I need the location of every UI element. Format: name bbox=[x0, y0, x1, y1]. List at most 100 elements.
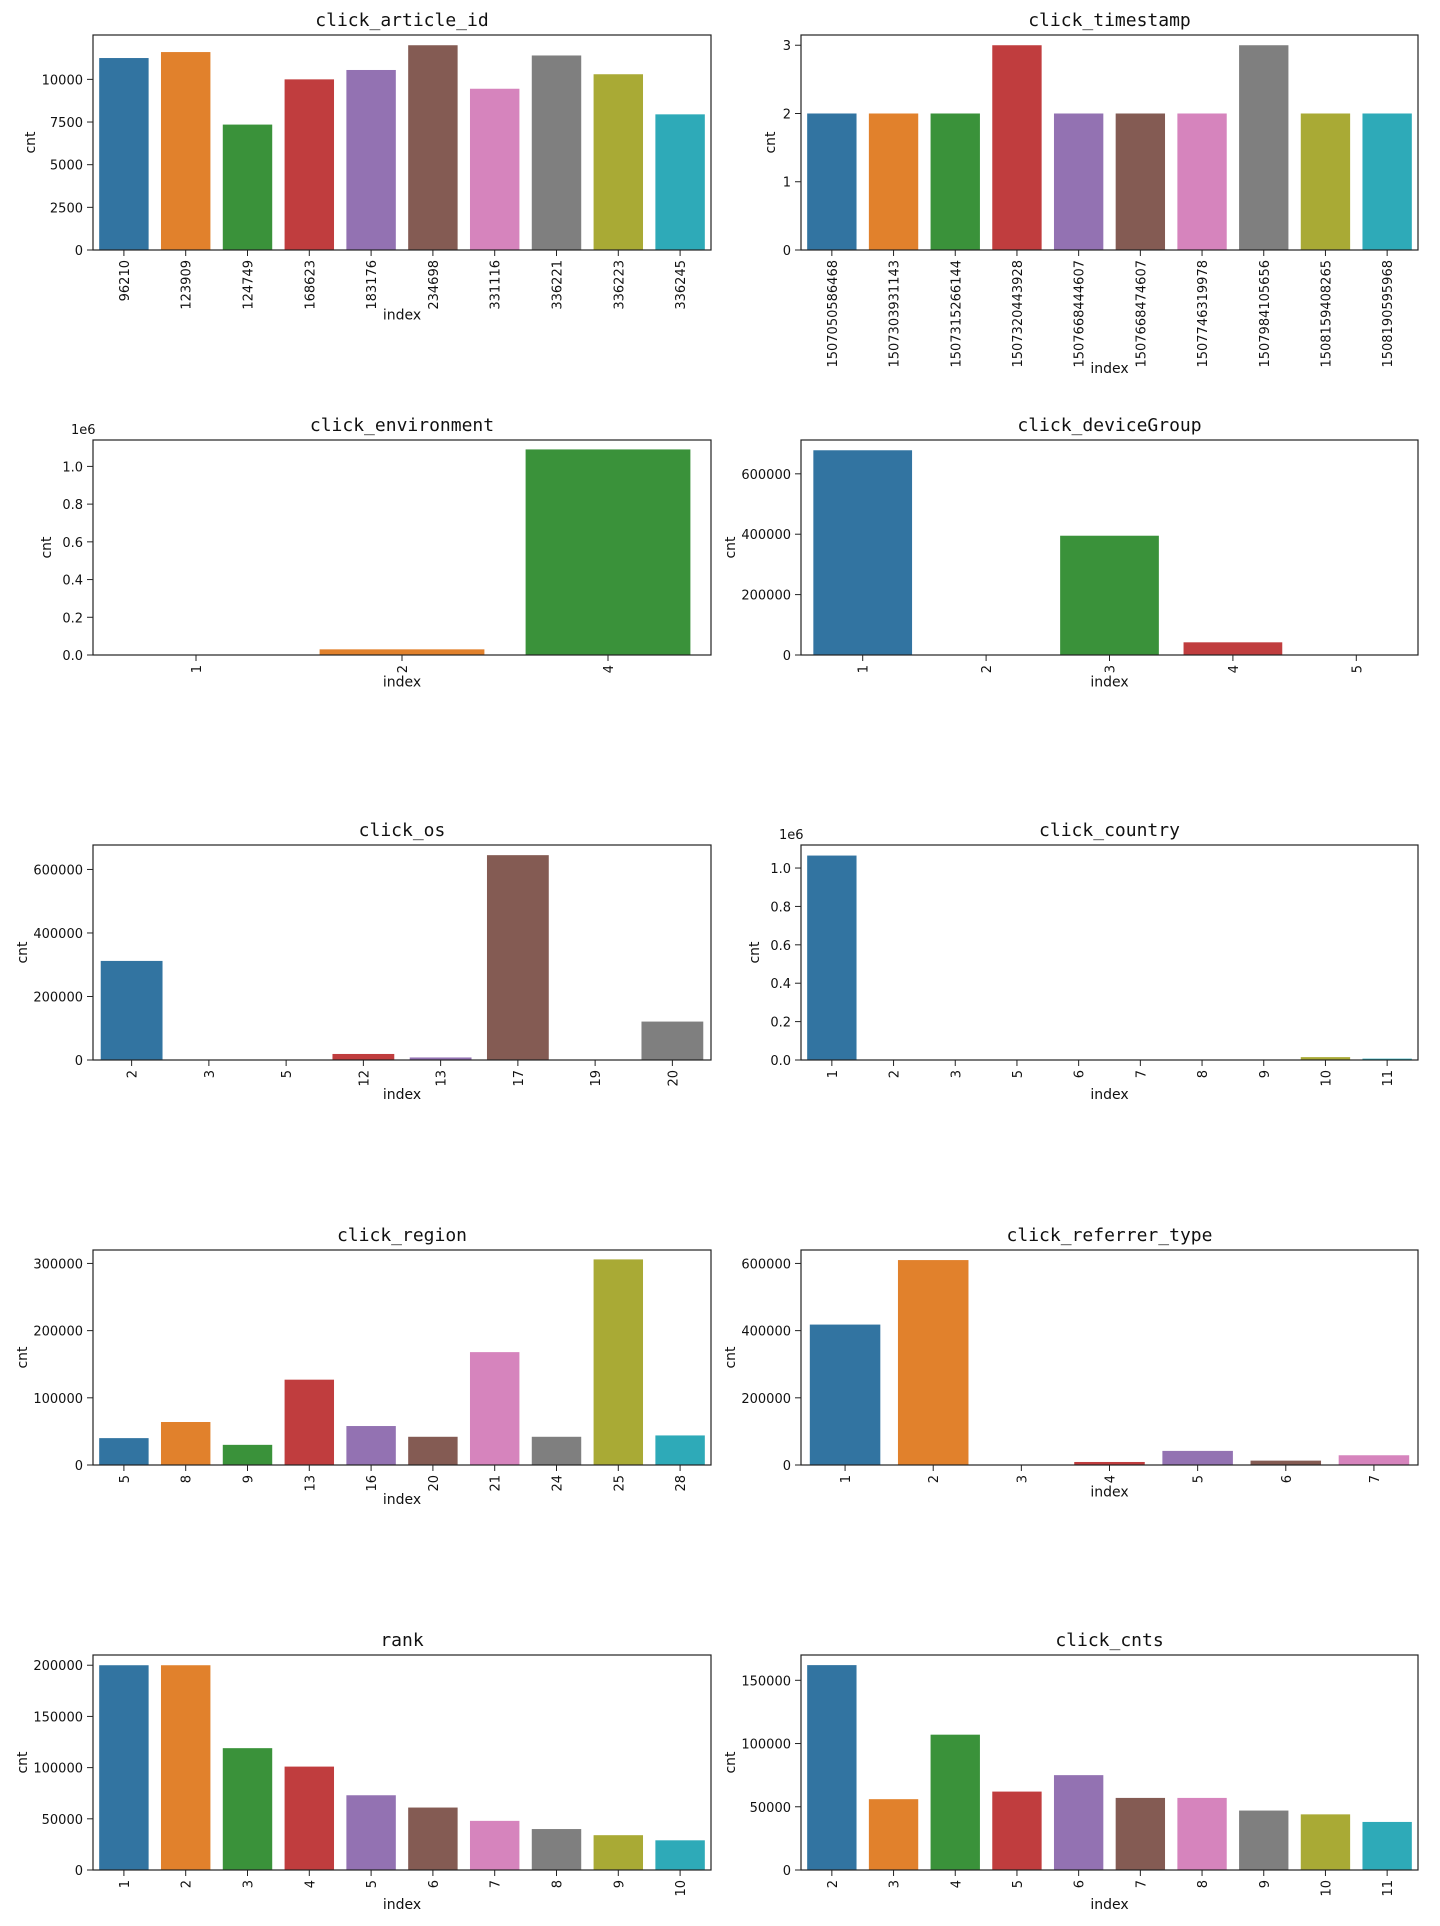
x-tick-label: 1508190595968 bbox=[1381, 260, 1396, 368]
y-tick-label: 3 bbox=[783, 39, 791, 54]
bar-1508159408265 bbox=[1300, 113, 1351, 250]
bar-17 bbox=[486, 855, 549, 1060]
bar-1 bbox=[813, 450, 913, 655]
bar-6 bbox=[1053, 1775, 1104, 1870]
subplot-click-referrer-type: 0 200000 400000 600000 1 2 3 4 5 6 7 click_referrer… bbox=[723, 1225, 1419, 1501]
x-tick-label: 96210 bbox=[118, 260, 133, 301]
x-tick-label: 20 bbox=[666, 1070, 681, 1087]
x-tick-label: 20 bbox=[427, 1475, 442, 1492]
bar-1 bbox=[807, 855, 857, 1060]
x-tick-label: 8 bbox=[551, 1880, 566, 1888]
bar-5 bbox=[99, 1438, 149, 1465]
x-tick-label: 1507984105656 bbox=[1258, 260, 1273, 368]
bar-2 bbox=[160, 1665, 211, 1870]
x-tick-label: 7 bbox=[489, 1880, 504, 1888]
y-tick-label: 50000 bbox=[42, 1813, 83, 1828]
x-tick-label: 234698 bbox=[427, 260, 442, 310]
x-tick-label: 25 bbox=[612, 1475, 627, 1492]
bar-1507668444607 bbox=[1053, 113, 1104, 250]
y-axis-label: cnt bbox=[23, 131, 39, 154]
bar-234698 bbox=[408, 45, 458, 250]
x-tick-label: 4 bbox=[949, 1880, 964, 1888]
x-tick-label: 1507668474607 bbox=[1134, 260, 1149, 368]
bar-21 bbox=[469, 1352, 520, 1465]
bar-183176 bbox=[346, 69, 396, 250]
y-axis-label: cnt bbox=[15, 941, 31, 964]
chart-title: click_environment bbox=[310, 415, 494, 436]
x-tick-label: 1507315266144 bbox=[949, 260, 964, 368]
y-tick-label: 100000 bbox=[33, 1392, 83, 1407]
x-tick-label: 13 bbox=[303, 1475, 318, 1492]
bar-5 bbox=[992, 1791, 1042, 1870]
x-tick-label: 123909 bbox=[180, 260, 195, 310]
y-tick-label: 100000 bbox=[741, 1738, 791, 1753]
bar-10 bbox=[655, 1840, 705, 1870]
y-tick-label: 0 bbox=[75, 244, 83, 259]
bar-96210 bbox=[99, 58, 149, 251]
x-axis-label: index bbox=[383, 1897, 421, 1913]
x-tick-label: 124749 bbox=[242, 260, 257, 310]
x-axis-label: index bbox=[1090, 1897, 1128, 1913]
bar-20 bbox=[641, 1021, 704, 1060]
bar-5 bbox=[1162, 1450, 1233, 1465]
x-tick-label: 336223 bbox=[612, 260, 627, 310]
y-tick-label: 7500 bbox=[50, 116, 83, 131]
x-tick-label: 7 bbox=[1134, 1070, 1149, 1078]
x-tick-label: 28 bbox=[674, 1475, 689, 1492]
y-axis-label: cnt bbox=[15, 1346, 31, 1369]
x-tick-label: 7 bbox=[1134, 1880, 1149, 1888]
y-axis-label: cnt bbox=[747, 941, 763, 964]
x-tick-label: 12 bbox=[357, 1070, 372, 1087]
y-offset-label: 1e6 bbox=[779, 828, 804, 843]
x-tick-label: 4 bbox=[1227, 665, 1242, 673]
bar-124749 bbox=[222, 124, 273, 250]
y-tick-label: 200000 bbox=[33, 1659, 83, 1674]
bar-25 bbox=[593, 1259, 644, 1465]
bar-13 bbox=[284, 1379, 335, 1465]
bar-3 bbox=[868, 1799, 919, 1870]
bar-1507668474607 bbox=[1115, 113, 1166, 250]
bar-3 bbox=[1060, 535, 1159, 655]
y-tick-label: 200000 bbox=[741, 589, 791, 604]
x-tick-label: 2 bbox=[396, 665, 411, 673]
y-tick-label: 0.6 bbox=[770, 939, 791, 954]
bar-2 bbox=[100, 960, 163, 1060]
bar-6 bbox=[1250, 1460, 1322, 1465]
y-tick-label: 0.8 bbox=[62, 498, 83, 513]
x-tick-label: 1507303931143 bbox=[888, 260, 903, 368]
y-tick-label: 2 bbox=[783, 107, 791, 122]
axes-frame bbox=[92, 1249, 712, 1466]
x-tick-label: 10 bbox=[1319, 1070, 1334, 1087]
x-tick-label: 5 bbox=[280, 1070, 295, 1078]
bar-1507984105656 bbox=[1239, 45, 1289, 250]
bar-16 bbox=[346, 1426, 396, 1465]
bar-8 bbox=[160, 1422, 211, 1465]
y-tick-label: 300000 bbox=[33, 1257, 83, 1272]
subplot-click-article-id: 0 2500 5000 7500 10000 96210 123909 124749 16862… bbox=[23, 10, 712, 324]
chart-title: click_timestamp bbox=[1028, 10, 1191, 31]
chart-title: rank bbox=[380, 1630, 424, 1651]
x-tick-label: 183176 bbox=[365, 260, 380, 310]
bar-7 bbox=[1115, 1797, 1166, 1870]
bar-1507050586468 bbox=[807, 113, 857, 250]
bar-7 bbox=[469, 1820, 520, 1870]
x-tick-label: 2 bbox=[180, 1880, 195, 1888]
x-tick-label: 6 bbox=[1280, 1475, 1295, 1483]
bar-9 bbox=[1239, 1810, 1289, 1870]
bar-10 bbox=[1300, 1057, 1351, 1060]
subplot-click-region: 0 100000 200000 300000 5 8 9 13 16 20 21 24 25 28 clic… bbox=[15, 1225, 712, 1508]
bar-1508190595968 bbox=[1362, 113, 1412, 250]
x-tick-label: 2 bbox=[826, 1880, 841, 1888]
x-tick-label: 17 bbox=[512, 1070, 527, 1087]
bar-2 bbox=[319, 649, 485, 655]
subplot-click-timestamp: 0 1 2 3 1507050586468 1507303931143 1507315266… bbox=[763, 10, 1419, 377]
y-tick-label: 400000 bbox=[33, 927, 83, 942]
x-tick-label: 3 bbox=[888, 1880, 903, 1888]
y-tick-label: 600000 bbox=[33, 863, 83, 878]
x-tick-label: 9 bbox=[612, 1880, 627, 1888]
y-axis-label: cnt bbox=[763, 131, 779, 154]
x-tick-label: 1 bbox=[190, 665, 205, 673]
y-tick-label: 0.4 bbox=[62, 574, 83, 589]
y-axis-label: cnt bbox=[723, 1346, 739, 1369]
bar-7 bbox=[1338, 1455, 1410, 1465]
